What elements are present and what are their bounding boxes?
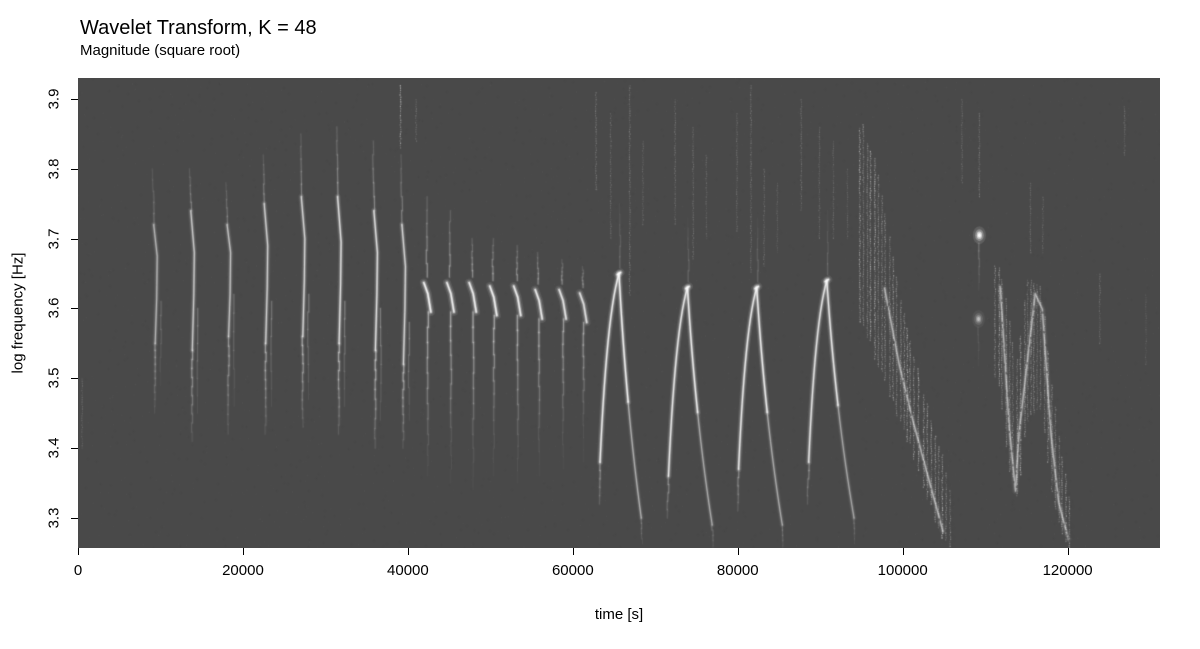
y-axis-label: log frequency [Hz] [9, 252, 27, 374]
y-tick-label: 3.5 [45, 367, 63, 389]
x-tick-label: 40000 [387, 562, 429, 579]
y-tick-label: 3.7 [45, 228, 63, 250]
chart-title: Wavelet Transform, K = 48 [80, 17, 317, 39]
plot-area [78, 78, 1160, 548]
x-tick-mark [737, 548, 739, 555]
y-tick-mark [71, 98, 78, 100]
y-tick-label: 3.6 [45, 298, 63, 319]
x-tick-label: 20000 [222, 562, 264, 579]
x-tick-label: 120000 [1042, 562, 1093, 579]
x-axis-label: time [s] [594, 606, 644, 623]
x-tick-label: 60000 [551, 562, 594, 579]
x-tick-mark [242, 548, 244, 555]
x-tick-label: 100000 [877, 562, 928, 579]
y-tick-mark [71, 308, 78, 310]
x-tick-label: 80000 [716, 562, 759, 579]
x-tick-mark [78, 548, 79, 555]
y-tick-mark [71, 517, 78, 519]
x-tick-label: 0 [73, 562, 83, 579]
y-tick-mark [71, 238, 78, 240]
y-tick-label: 3.8 [45, 158, 63, 180]
spectrogram-canvas [78, 78, 1160, 548]
x-tick-mark [572, 548, 574, 555]
chart-subtitle: Magnitude (square root) [80, 42, 241, 59]
y-tick-label: 3.4 [45, 437, 63, 459]
y-tick-mark [71, 378, 78, 380]
x-tick-mark [407, 548, 409, 555]
y-tick-label: 3.9 [45, 88, 63, 110]
x-tick-mark [1067, 548, 1069, 555]
y-tick-mark [71, 448, 78, 450]
y-tick-label: 3.3 [45, 507, 63, 529]
y-tick-mark [71, 168, 78, 170]
x-tick-mark [902, 548, 904, 555]
